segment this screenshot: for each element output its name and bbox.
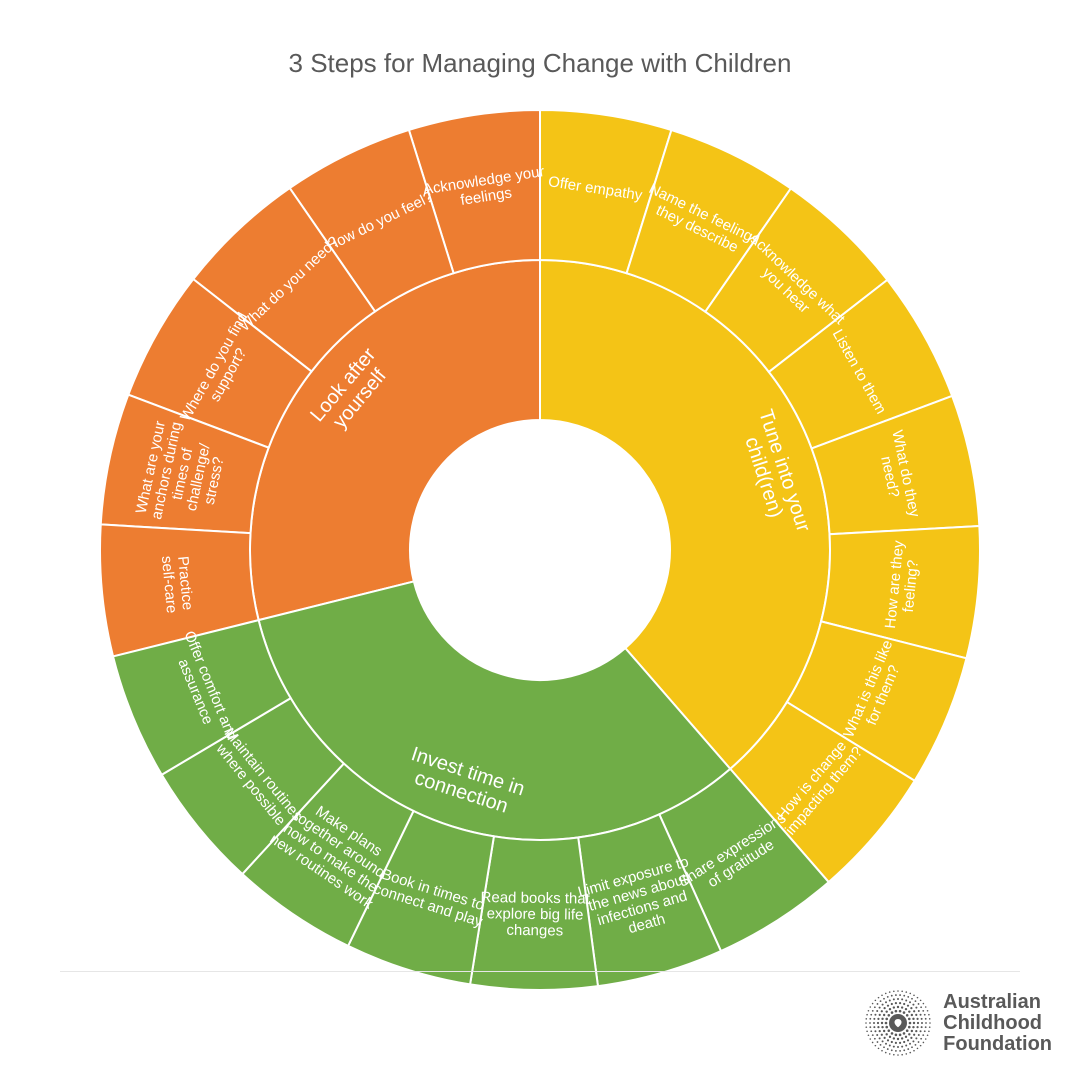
page-title: 3 Steps for Managing Change with Childre… <box>0 48 1080 79</box>
logo-line-3: Foundation <box>943 1034 1052 1055</box>
logo-text: Australian Childhood Foundation <box>943 992 1052 1055</box>
sunburst-chart: Look afteryourselfAcknowledge yourfeelin… <box>80 90 1000 1010</box>
logo-line-1: Australian <box>943 992 1052 1013</box>
item-label: Practiceself-care <box>158 554 196 614</box>
logo: Australian Childhood Foundation <box>863 988 1052 1058</box>
footer-divider <box>60 971 1020 972</box>
logo-line-2: Childhood <box>943 1013 1052 1034</box>
logo-mark-icon <box>863 988 933 1058</box>
